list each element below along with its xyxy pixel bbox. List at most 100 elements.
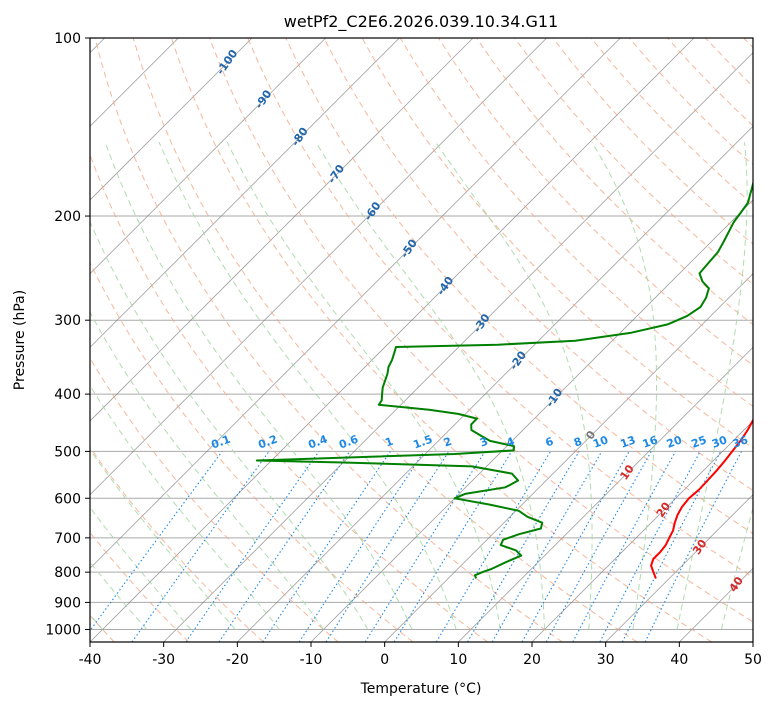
moist-adiabat [676, 142, 748, 630]
mixing-ratio-label: 0.1 [210, 433, 233, 452]
moist-adiabat [90, 561, 148, 630]
mixing-ratio-line [185, 451, 320, 642]
mixing-ratio-label: 0.6 [337, 433, 360, 452]
moist-adiabat [104, 142, 413, 630]
dry-adiabat [285, 38, 753, 535]
mixing-ratio-label: 20 [665, 433, 684, 451]
mixing-ratio-label: 0.4 [306, 433, 329, 452]
plot-frame [89, 37, 754, 643]
moist-adiabat [90, 506, 192, 630]
isotherm-line [163, 52, 753, 642]
moist-adiabat [90, 448, 236, 630]
x-tick-label: -40 [79, 652, 102, 668]
mixing-ratio-label: 16 [641, 433, 660, 451]
isotherm-line [90, 38, 326, 275]
dewpoint-profile-line [255, 177, 753, 579]
dry-adiabat [323, 38, 753, 492]
grid-layer [90, 38, 753, 642]
dry-adiabat [209, 38, 753, 623]
temperature-profile-line [650, 418, 753, 579]
x-tick-label: 10 [449, 652, 467, 668]
moist-adiabat [720, 506, 753, 630]
mixing-ratio-label: 10 [591, 433, 610, 451]
moist-adiabat [591, 141, 658, 630]
mixing-ratio-line [131, 451, 270, 642]
y-tick-label: 700 [54, 531, 81, 547]
dry-adiabat [94, 38, 563, 642]
y-tick-label: 900 [54, 595, 81, 611]
dry-adiabat [247, 38, 753, 578]
mixing-ratio-line [621, 451, 722, 642]
moist-adiabat [158, 142, 457, 630]
mixing-ratio-label: 30 [710, 433, 729, 451]
mixing-ratio-label: 1.5 [412, 433, 435, 452]
x-tick-label: -30 [152, 652, 175, 668]
moist-adiabat [90, 220, 369, 630]
moist-adiabat [435, 141, 593, 630]
x-tick-label: 30 [597, 652, 615, 668]
mixing-ratio-label: 6 [544, 435, 556, 450]
mixing-ratio-label: 36 [731, 433, 750, 451]
mixing-ratio-line [298, 451, 425, 642]
mixing-ratio-label: 25 [690, 433, 709, 450]
moist-adiabat [90, 384, 280, 630]
mixing-ratio-label: 8 [572, 435, 584, 450]
mixing-ratio-line [545, 451, 652, 642]
y-tick-label: 1000 [45, 622, 81, 638]
guide-label-layer: 0.1 0.2 0.4 0.6 1 1.5 2 3 4 6 8 10 13 16 20 25 30 36-100-… [210, 47, 751, 594]
y-tick-label: 300 [54, 313, 81, 329]
mixing-ratio-line [572, 451, 676, 642]
moist-adiabat [226, 141, 501, 630]
dry-adiabat [90, 357, 339, 642]
y-axis-title: Pressure (hPa) [12, 290, 28, 390]
dry-adiabat [170, 38, 712, 642]
mixing-ratio-label: 0.2 [256, 433, 279, 452]
dry-adiabat [90, 446, 264, 642]
y-tick-label: 800 [54, 565, 81, 581]
x-tick-label: -10 [300, 652, 323, 668]
mixing-ratio-line [644, 451, 742, 642]
y-tick-label: 400 [54, 387, 81, 403]
isotherm-line [90, 38, 400, 348]
isotherm-line [384, 273, 753, 642]
mixing-ratio-line [90, 451, 223, 632]
mixing-ratio-line [262, 451, 391, 642]
x-axis-title: Temperature (°C) [360, 681, 482, 697]
axis-layer: -40 -30 -20 -10 0 10 20 30 40 50 1000 900 800 700 600 5… [45, 31, 762, 668]
moist-adiabat [315, 141, 545, 630]
series-layer [255, 177, 753, 579]
x-tick-label: 40 [670, 652, 688, 668]
y-tick-label: 100 [54, 31, 81, 47]
mixing-ratio-line [393, 451, 513, 642]
isotherm-line [90, 38, 621, 569]
isotherm-line [90, 38, 547, 496]
isotherm-line [90, 38, 253, 201]
mixing-ratio-label: 2 [442, 435, 454, 450]
isotherm-line [605, 494, 753, 642]
mixing-ratio-label: 4 [505, 435, 517, 450]
y-tick-label: 500 [54, 444, 81, 460]
isotherm-line [458, 346, 753, 642]
mixing-ratio-label: 3 [478, 435, 490, 450]
mixing-ratio-label: 13 [619, 433, 638, 450]
mixing-ratio-line [325, 451, 450, 642]
y-tick-label: 600 [54, 491, 81, 507]
isotherm-line [90, 38, 474, 422]
isotherm-line [90, 38, 695, 642]
y-tick-label: 200 [54, 209, 81, 225]
x-tick-label: 20 [523, 652, 541, 668]
dry-adiabat [476, 38, 753, 326]
x-tick-label: 50 [744, 652, 762, 668]
dry-adiabat [90, 261, 414, 642]
mixing-ratio-line [521, 451, 630, 642]
dry-adiabat [132, 38, 638, 642]
mixing-ratio-line [218, 451, 351, 642]
x-tick-label: -20 [226, 652, 249, 668]
x-tick-label: 0 [380, 652, 389, 668]
dry-adiabat [514, 38, 753, 285]
mixing-ratio-label: 1 [383, 435, 395, 450]
isotherm-line [531, 420, 753, 642]
isotherm-line [237, 125, 753, 642]
chart-title: wetPf2_C2E6.2026.039.10.34.G11 [284, 12, 558, 32]
